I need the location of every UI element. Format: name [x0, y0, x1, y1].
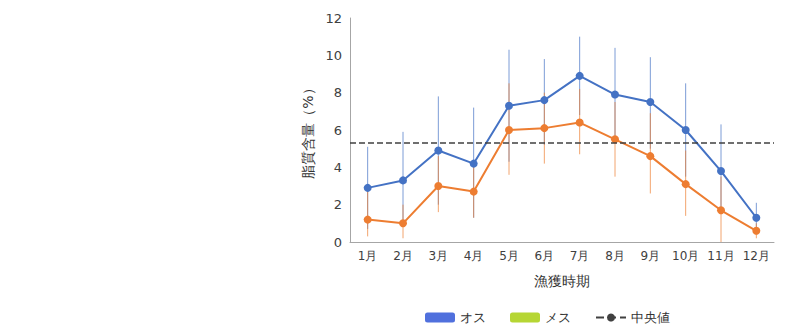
- svg-text:メス: メス: [545, 310, 571, 325]
- svg-text:6: 6: [334, 123, 342, 138]
- svg-text:漁獲時期: 漁獲時期: [534, 273, 590, 289]
- svg-text:5月: 5月: [499, 249, 519, 263]
- svg-text:2: 2: [334, 197, 342, 212]
- svg-text:4月: 4月: [464, 249, 484, 263]
- svg-text:8: 8: [334, 85, 342, 100]
- svg-text:4: 4: [334, 160, 342, 175]
- svg-text:11月: 11月: [707, 249, 734, 263]
- svg-text:脂質含量（%）: 脂質含量（%）: [300, 81, 316, 178]
- svg-text:3月: 3月: [429, 249, 449, 263]
- svg-text:2月: 2月: [393, 249, 413, 263]
- svg-text:0: 0: [334, 235, 342, 250]
- svg-text:1月: 1月: [358, 249, 378, 263]
- svg-text:オス: オス: [460, 310, 486, 325]
- svg-text:12月: 12月: [743, 249, 770, 263]
- svg-text:10月: 10月: [672, 249, 699, 263]
- svg-text:中央値: 中央値: [631, 310, 670, 325]
- svg-text:10: 10: [325, 48, 342, 63]
- svg-text:8月: 8月: [605, 249, 625, 263]
- svg-text:12: 12: [325, 11, 342, 26]
- svg-text:9月: 9月: [641, 249, 661, 263]
- svg-text:6月: 6月: [535, 249, 555, 263]
- svg-text:7月: 7月: [570, 249, 590, 263]
